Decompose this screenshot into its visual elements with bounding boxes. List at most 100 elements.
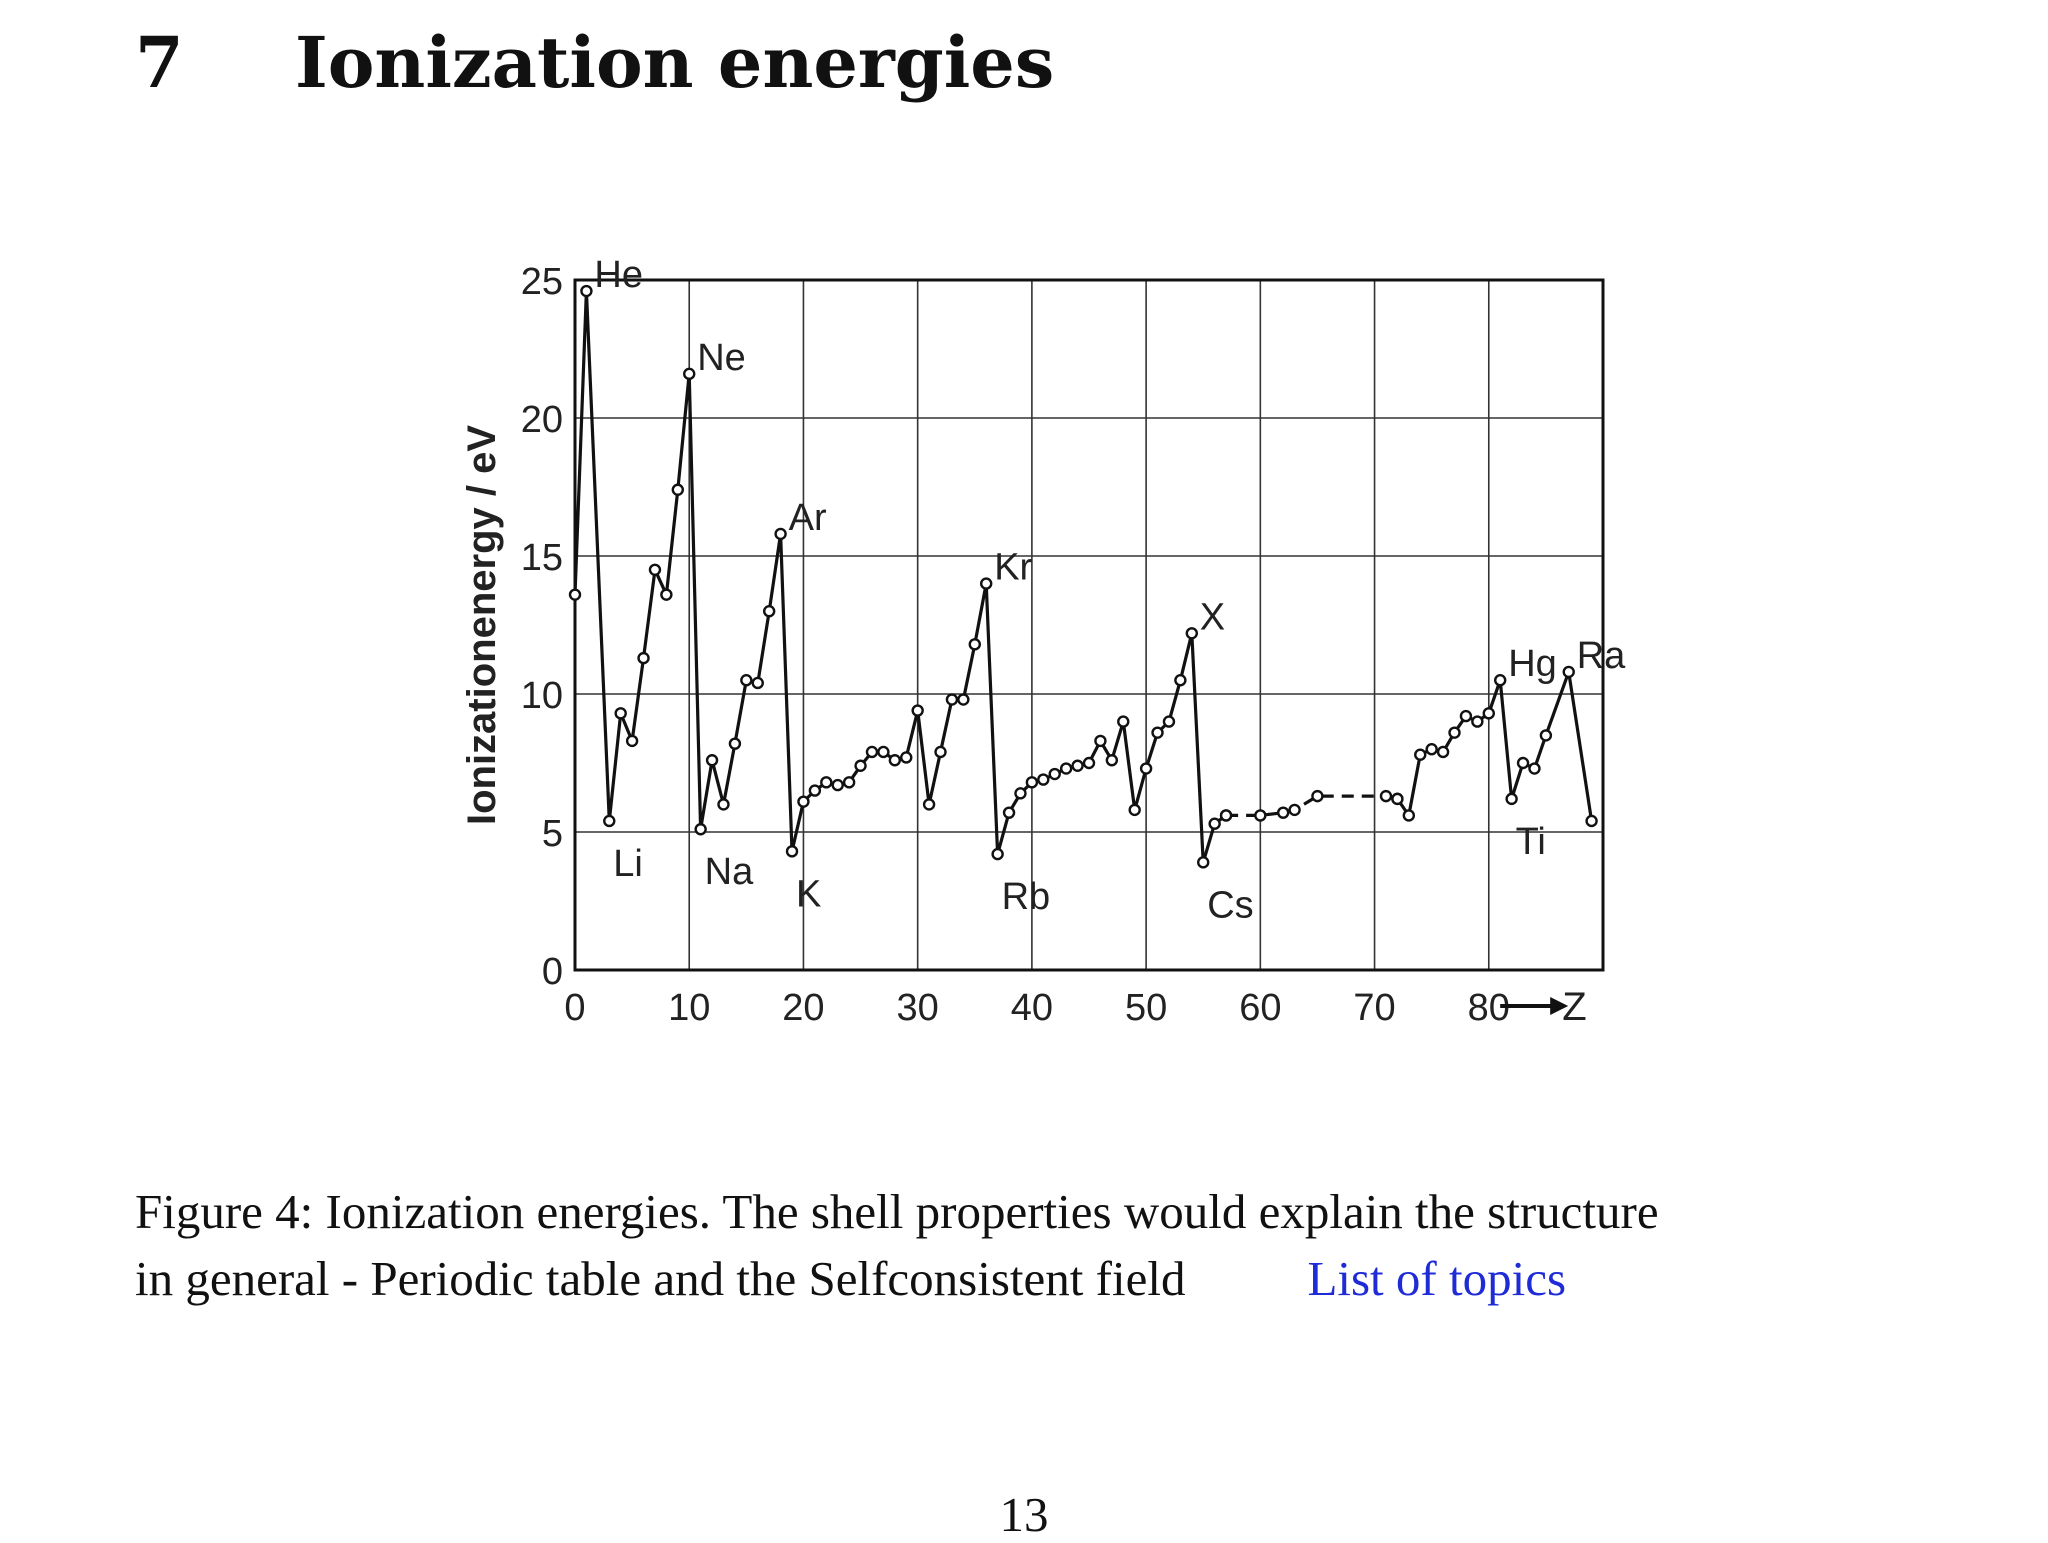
series-line: [573, 289, 1228, 864]
data-point: [751, 676, 764, 690]
data-point: [1562, 665, 1575, 679]
data-point: [1197, 856, 1210, 869]
axis-arrowhead-icon: [1550, 997, 1569, 1015]
data-point: [1539, 729, 1553, 742]
element-label: Ra: [1577, 635, 1626, 677]
data-point: [728, 737, 742, 750]
data-point: [842, 776, 856, 789]
data-point: [1014, 787, 1027, 800]
element-label: Li: [613, 843, 643, 885]
data-point: [1117, 715, 1130, 728]
data-point: [1459, 709, 1473, 723]
data-point: [1174, 674, 1187, 687]
data-point: [1219, 809, 1233, 822]
page-number: 13: [999, 1487, 1049, 1542]
figure-caption: Figure 4: Ionization energies. The shell…: [135, 1178, 1955, 1312]
y-tick-label: 0: [542, 951, 563, 993]
x-tick-label: 20: [782, 987, 824, 1029]
data-point: [717, 798, 730, 811]
data-point: [865, 745, 879, 759]
y-tick-label: 10: [521, 675, 563, 717]
data-point: [1288, 803, 1301, 817]
data-point: [694, 823, 707, 836]
data-point: [1254, 809, 1267, 822]
x-tick-label: 50: [1125, 987, 1167, 1029]
data-point: [1094, 734, 1107, 748]
data-point: [1185, 627, 1199, 640]
data-point: [1082, 756, 1096, 770]
data-point: [1448, 726, 1461, 739]
data-point: [934, 745, 947, 759]
x-tick-label: 0: [564, 987, 585, 1029]
data-point: [1139, 762, 1153, 775]
caption-line-2: in general - Periodic table and the Self…: [135, 1245, 1955, 1312]
data-point: [820, 776, 833, 789]
list-of-topics-link[interactable]: List of topics: [1307, 1251, 1567, 1306]
data-point: [980, 577, 993, 590]
element-label: K: [796, 873, 821, 915]
element-label: Ar: [789, 497, 827, 539]
data-point: [1505, 792, 1518, 806]
data-point: [945, 693, 959, 706]
x-tick-label: 70: [1353, 987, 1395, 1029]
data-point: [705, 754, 719, 767]
data-point: [1128, 803, 1141, 817]
data-point: [911, 704, 924, 717]
section-number: 7: [135, 21, 184, 104]
data-point: [1402, 809, 1416, 822]
data-point: [1493, 674, 1507, 687]
data-point: [1162, 715, 1176, 728]
data-point: [900, 751, 913, 764]
y-tick-label: 5: [542, 813, 563, 855]
data-point: [671, 483, 684, 496]
data-point: [1391, 792, 1404, 806]
section-heading: 7 Ionization energies: [135, 18, 1054, 108]
series-line-dashed: [1226, 794, 1398, 817]
element-label: Cs: [1207, 884, 1253, 926]
x-tick-label: 60: [1239, 987, 1281, 1029]
y-axis-label: Ionizationenergy / eV: [460, 425, 504, 825]
x-axis-end-label: Z: [1562, 985, 1586, 1029]
plot-frame: [573, 278, 1605, 972]
y-tick-label: 25: [521, 261, 563, 303]
data-point: [968, 638, 981, 651]
element-label: Ne: [697, 337, 746, 379]
data-point: [1414, 748, 1427, 761]
data-point: [991, 847, 1004, 861]
element-label: He: [594, 254, 643, 296]
data-point: [580, 284, 593, 298]
data-point: [1379, 789, 1393, 803]
data-point: [1105, 754, 1119, 767]
data-point: [1516, 756, 1530, 770]
data-point: [797, 795, 810, 808]
data-point: [1071, 759, 1084, 772]
data-point: [957, 693, 970, 706]
data-point: [648, 563, 662, 576]
data-point: [1471, 715, 1484, 728]
data-point: [808, 784, 822, 797]
data-point: [683, 367, 696, 381]
data-point: [1048, 767, 1061, 781]
data-point: [1002, 806, 1016, 819]
data-point: [762, 605, 776, 618]
data-point: [831, 778, 844, 792]
element-label: Ti: [1516, 821, 1546, 863]
data-point: [1208, 817, 1221, 830]
data-point: [568, 588, 582, 601]
data-point: [1059, 762, 1073, 775]
element-label: Hg: [1508, 643, 1557, 685]
element-label: Kr: [994, 547, 1032, 589]
data-point: [614, 707, 627, 720]
data-point: [854, 759, 867, 772]
data-point: [740, 674, 753, 687]
caption-line-2-text: in general - Periodic table and the Self…: [135, 1251, 1186, 1306]
data-point: [785, 845, 799, 858]
data-point: [1425, 743, 1438, 756]
data-point: [1482, 707, 1495, 720]
data-point: [1436, 745, 1450, 759]
data-point: [625, 734, 639, 748]
data-point: [660, 588, 673, 601]
x-tick-label: 30: [897, 987, 939, 1029]
series-line: [1396, 670, 1594, 822]
